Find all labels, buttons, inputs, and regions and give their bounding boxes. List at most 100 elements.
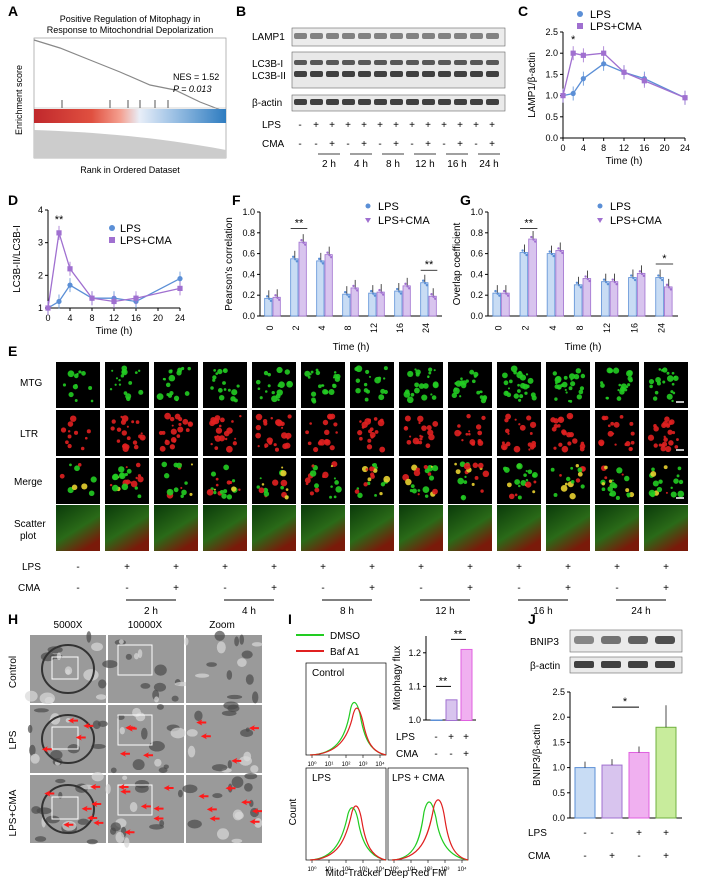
h-col-zoom: Zoom	[209, 620, 235, 631]
fluorescent-spot	[330, 465, 334, 468]
fluorescent-spot	[532, 490, 536, 494]
band-lc3b-ii	[486, 71, 499, 77]
organelle	[56, 652, 62, 661]
x-tick-label: 20	[153, 313, 163, 323]
fluorescent-spot	[670, 486, 673, 490]
fluorescent-spot	[231, 479, 236, 483]
autophagosome-arrow	[125, 724, 136, 731]
fluorescent-spot	[335, 486, 342, 493]
fluorescent-spot	[555, 375, 562, 383]
fluorescent-spot	[624, 475, 630, 482]
replicate-dot	[278, 298, 281, 301]
organelle	[132, 759, 145, 771]
b-cma-sign: +	[393, 139, 399, 150]
fluorescent-spot	[606, 367, 613, 374]
i-xlabel: Mito-Tracker Deep Red FM	[326, 868, 447, 879]
i-lps-sign: -	[434, 732, 437, 743]
fluorescent-spot	[517, 495, 522, 500]
fluorescent-spot	[568, 386, 573, 391]
replicate-dot	[326, 251, 329, 254]
y-tick-label: 0.8	[470, 228, 483, 238]
legend-lps-cma: LPS+CMA	[120, 235, 172, 247]
fluorescent-spot	[513, 445, 521, 453]
fluorescent-spot	[580, 373, 586, 379]
fluorescent-spot	[318, 384, 322, 389]
e-cma-sign: -	[517, 583, 520, 594]
replicate-dot	[265, 295, 269, 298]
organelle	[187, 745, 196, 758]
x-axis-label: Time (h)	[96, 326, 133, 337]
gsea-plot: Positive Regulation of Mitophagy in Resp…	[14, 14, 227, 175]
fluorescent-spot	[217, 368, 223, 375]
band-lamp1	[294, 33, 307, 39]
tem-tile	[108, 635, 184, 703]
b-time-label: 2 h	[322, 159, 336, 170]
bar-flux-2	[445, 699, 458, 722]
y-axis-label: Overlap coefficient	[452, 222, 463, 305]
fluorescent-spot	[411, 464, 418, 471]
legend-dmso: DMSO	[330, 631, 360, 642]
enrichment-curve	[33, 39, 227, 113]
fluorescent-spot	[472, 462, 479, 469]
fluorescent-spot	[128, 381, 133, 385]
fluorescent-spot	[284, 495, 289, 500]
fluorescent-spot	[424, 494, 429, 498]
fluorescent-spot	[613, 367, 620, 374]
fluorescent-spot	[427, 429, 434, 436]
fluorescent-spot	[648, 378, 655, 385]
organelle	[125, 653, 132, 660]
autophagosome-arrow	[91, 800, 102, 807]
data-point-lps	[570, 90, 576, 97]
fluorescent-spot	[565, 391, 568, 394]
replicate-dot	[317, 257, 321, 261]
replicate-dot	[425, 284, 429, 287]
i-cma-sign: -	[434, 749, 437, 760]
fluorescent-spot	[577, 467, 583, 473]
replicate-dot	[430, 293, 433, 296]
fluorescent-spot	[141, 437, 145, 440]
organelle	[118, 639, 124, 645]
fluorescent-spot	[460, 494, 467, 501]
fluorescent-spot	[418, 440, 423, 445]
b-lps-sign: +	[457, 120, 463, 131]
fluorescent-spot	[432, 382, 439, 389]
fluorescent-spot	[278, 381, 285, 389]
organelle	[119, 727, 125, 735]
fluorescent-spot	[403, 426, 409, 431]
fluorescent-spot	[529, 432, 533, 435]
fluorescent-spot	[121, 430, 127, 436]
fluorescent-spot	[67, 443, 72, 449]
autophagosome-arrow	[153, 815, 164, 822]
b-lps-sign: +	[473, 120, 479, 131]
fluorescent-spot	[322, 474, 326, 478]
organelle	[34, 836, 47, 842]
fluorescent-spot	[463, 462, 471, 470]
x-tick-label: 4	[548, 325, 558, 330]
fluorescent-spot	[421, 394, 428, 401]
fluorescent-spot	[310, 391, 317, 397]
fluorescent-spot	[553, 492, 558, 497]
fluorescent-spot	[454, 462, 457, 466]
fluorescent-spot	[425, 443, 431, 449]
fluorescent-spot	[81, 483, 88, 490]
fluorescent-spot	[660, 445, 666, 452]
fluorescent-spot	[412, 437, 420, 445]
band-lc3b-ii	[438, 71, 451, 77]
replicate-dot	[372, 292, 375, 295]
organelle	[91, 771, 104, 782]
x-tick-label: 20	[660, 143, 670, 153]
b-cma-sign: +	[329, 139, 335, 150]
organelle	[254, 818, 263, 828]
x-tick-label: 2	[291, 325, 301, 330]
fluorescent-spot	[503, 390, 509, 396]
organelle	[86, 631, 92, 643]
bar-lps-cma	[528, 238, 537, 317]
e-cma-sign: +	[663, 583, 669, 594]
b-cma-sign: +	[457, 139, 463, 150]
e-cma-sign: +	[271, 583, 277, 594]
band-lamp1	[470, 33, 483, 39]
b-cma-sign: -	[378, 139, 381, 150]
fluorescent-spot	[224, 437, 228, 441]
fluorescent-spot	[557, 424, 561, 428]
organelle	[249, 799, 254, 808]
